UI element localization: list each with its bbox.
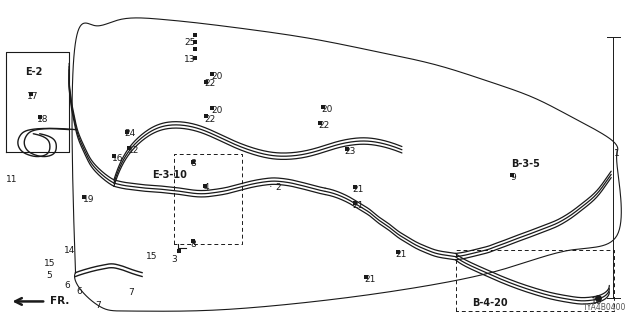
Text: 12: 12 (128, 146, 140, 155)
Text: 3: 3 (172, 255, 177, 264)
Text: E-2: E-2 (26, 67, 43, 77)
Text: 8: 8 (191, 159, 196, 168)
Text: 13: 13 (184, 55, 196, 64)
Text: 22: 22 (319, 121, 330, 130)
Text: TYA4B0400: TYA4B0400 (582, 303, 626, 312)
Text: 22: 22 (205, 115, 216, 124)
Text: 15: 15 (146, 252, 157, 261)
Text: 18: 18 (37, 115, 49, 124)
Text: 20: 20 (211, 106, 223, 115)
Text: 21: 21 (352, 201, 364, 210)
Text: FR.: FR. (50, 296, 69, 307)
Text: 16: 16 (112, 154, 124, 163)
Text: 25: 25 (184, 38, 196, 47)
Text: 15: 15 (44, 260, 55, 268)
Text: 9: 9 (511, 173, 516, 182)
Text: 22: 22 (205, 79, 216, 88)
Text: B-4-20: B-4-20 (472, 298, 508, 308)
Text: 8: 8 (191, 240, 196, 249)
Text: 23: 23 (344, 147, 356, 156)
Text: 6: 6 (77, 287, 83, 296)
Text: 17: 17 (27, 92, 38, 101)
Text: 14: 14 (64, 246, 76, 255)
Text: 24: 24 (125, 129, 136, 138)
Text: 11: 11 (6, 175, 18, 184)
Text: 5: 5 (46, 271, 52, 280)
Text: 6: 6 (64, 281, 70, 290)
Text: 7: 7 (95, 301, 100, 310)
Text: 7: 7 (128, 288, 134, 297)
Text: 4: 4 (204, 183, 209, 192)
Text: 20: 20 (211, 72, 223, 81)
Text: 21: 21 (352, 185, 364, 194)
Text: 20: 20 (321, 105, 333, 114)
Text: 21: 21 (365, 275, 376, 284)
Text: 1: 1 (614, 149, 620, 158)
Text: 10: 10 (591, 297, 603, 306)
Text: E-3-10: E-3-10 (152, 170, 187, 180)
Text: 21: 21 (396, 250, 407, 259)
Text: 2: 2 (275, 183, 281, 192)
Text: B-3-5: B-3-5 (511, 159, 540, 169)
Text: 19: 19 (83, 195, 95, 204)
